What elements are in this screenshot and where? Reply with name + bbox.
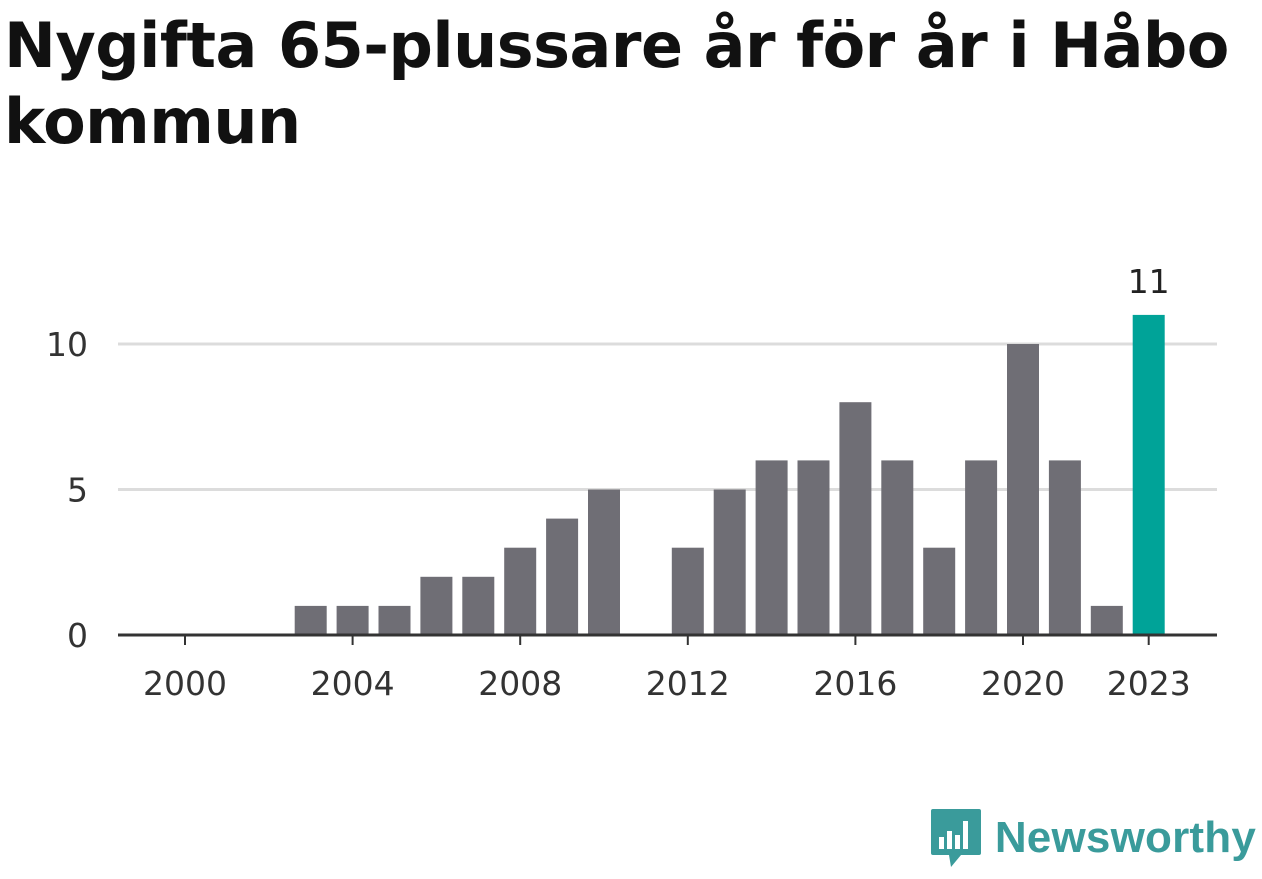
bar: [755, 460, 788, 635]
highlight-bar: [1132, 314, 1165, 635]
bar: [1090, 605, 1123, 635]
brand-name: Newsworthy: [994, 813, 1256, 862]
chart-title: Nygifta 65-plussare år för år i Håbo kom…: [4, 9, 1229, 158]
bar: [588, 489, 620, 635]
bar: [671, 547, 704, 635]
y-tick-label: 0: [67, 616, 88, 655]
bar: [546, 518, 579, 635]
bar: [504, 547, 537, 635]
bar: [923, 547, 956, 635]
bar: [713, 489, 746, 635]
x-tick-label: 2004: [311, 664, 395, 703]
x-tick-label: 2008: [478, 664, 562, 703]
y-tick-label: 10: [46, 325, 88, 364]
bar: [1048, 460, 1081, 635]
bar: [881, 460, 914, 635]
x-tick-label: 2012: [646, 664, 730, 703]
newsworthy-chart-logo-icon: [930, 809, 981, 867]
highlight-value-label: 11: [1128, 262, 1170, 301]
x-tick-label: 2023: [1107, 664, 1191, 703]
y-tick-label: 5: [67, 471, 88, 510]
bar: [378, 605, 411, 635]
x-tick-label: 2016: [813, 664, 897, 703]
bar: [839, 402, 872, 635]
x-tick-label: 2020: [981, 664, 1065, 703]
bar: [336, 605, 369, 635]
bar: [462, 576, 495, 635]
bar: [797, 460, 830, 635]
bar: [1007, 344, 1039, 635]
x-tick-label: 2000: [143, 664, 227, 703]
bar: [294, 605, 327, 635]
bar: [420, 576, 453, 635]
bar: [965, 460, 998, 635]
brand-footer: Newsworthy: [929, 805, 1256, 871]
